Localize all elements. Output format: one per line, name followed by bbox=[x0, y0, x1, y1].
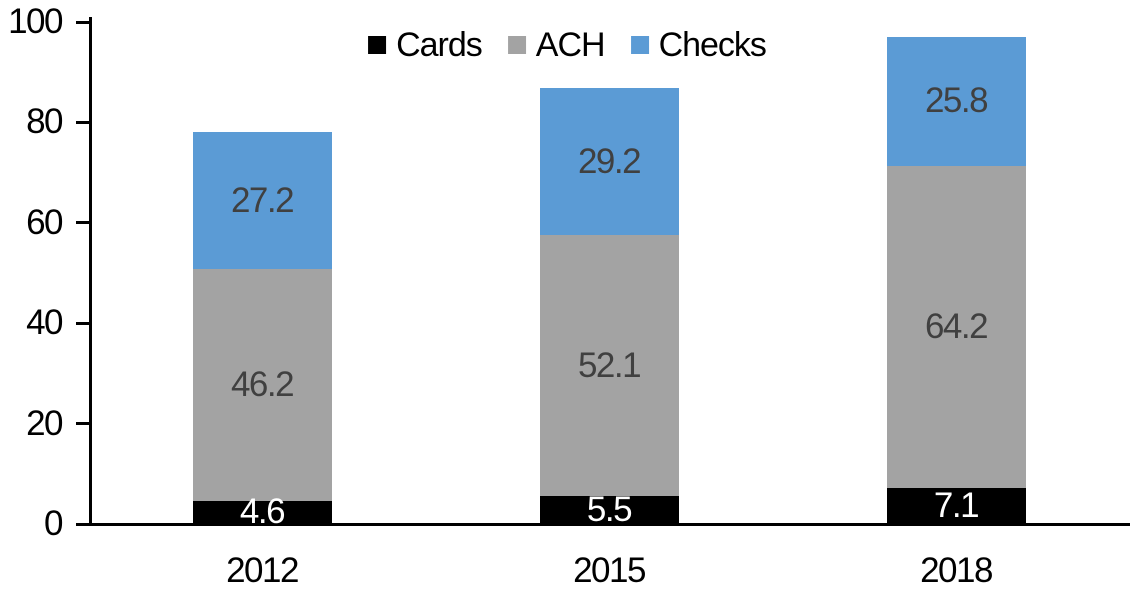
y-tick-label: 40 bbox=[26, 303, 63, 343]
x-axis-line bbox=[89, 523, 1130, 526]
legend-swatch-cards bbox=[368, 36, 387, 54]
legend-item: Cards bbox=[368, 26, 483, 64]
bar-segment-ach bbox=[192, 268, 332, 501]
bar-segment-ach bbox=[886, 166, 1026, 489]
legend-item: ACH bbox=[507, 26, 606, 64]
y-tick-label: 100 bbox=[8, 2, 63, 41]
bar-value-label: 52.1 bbox=[577, 345, 642, 385]
legend-item: Checks bbox=[630, 26, 767, 64]
bar-value-label: 27.2 bbox=[230, 180, 295, 220]
legend-swatch-ach bbox=[507, 36, 526, 54]
legend-label: ACH bbox=[535, 26, 606, 64]
y-tick bbox=[76, 522, 89, 526]
bar-value-label: 64.2 bbox=[924, 307, 989, 347]
bar-segment-cards bbox=[886, 488, 1026, 524]
y-tick bbox=[76, 422, 89, 426]
bar-value-label: 7.1 bbox=[933, 486, 980, 526]
bar-segment-checks bbox=[539, 88, 679, 235]
y-tick bbox=[76, 321, 89, 325]
bar-value-label: 25.8 bbox=[924, 81, 989, 121]
bar-value-label: 5.5 bbox=[586, 490, 633, 530]
y-tick-label: 80 bbox=[26, 102, 63, 142]
y-tick bbox=[76, 221, 89, 225]
bar-value-label: 4.6 bbox=[239, 492, 286, 532]
legend-label: Cards bbox=[396, 26, 483, 64]
y-tick-label: 60 bbox=[26, 202, 63, 242]
x-category-label: 2012 bbox=[226, 551, 299, 590]
x-category-label: 2015 bbox=[573, 551, 646, 590]
y-axis-line bbox=[89, 17, 92, 526]
bar-value-label: 46.2 bbox=[230, 364, 295, 404]
y-tick bbox=[76, 20, 89, 24]
y-tick-label: 20 bbox=[26, 403, 63, 443]
bar-segment-checks bbox=[886, 36, 1026, 167]
legend-swatch-checks bbox=[630, 36, 649, 54]
bar-segment-ach bbox=[539, 234, 679, 497]
bar-value-label: 29.2 bbox=[577, 141, 642, 181]
legend-label: Checks bbox=[658, 26, 767, 64]
y-tick bbox=[76, 120, 89, 124]
bar-segment-cards bbox=[539, 496, 679, 524]
x-category-label: 2018 bbox=[920, 551, 993, 590]
y-tick-label: 0 bbox=[44, 504, 63, 543]
chart-legend: Cards ACH Checks bbox=[368, 26, 767, 64]
bar-segment-checks bbox=[192, 132, 332, 269]
bar-segment-cards bbox=[192, 500, 332, 524]
